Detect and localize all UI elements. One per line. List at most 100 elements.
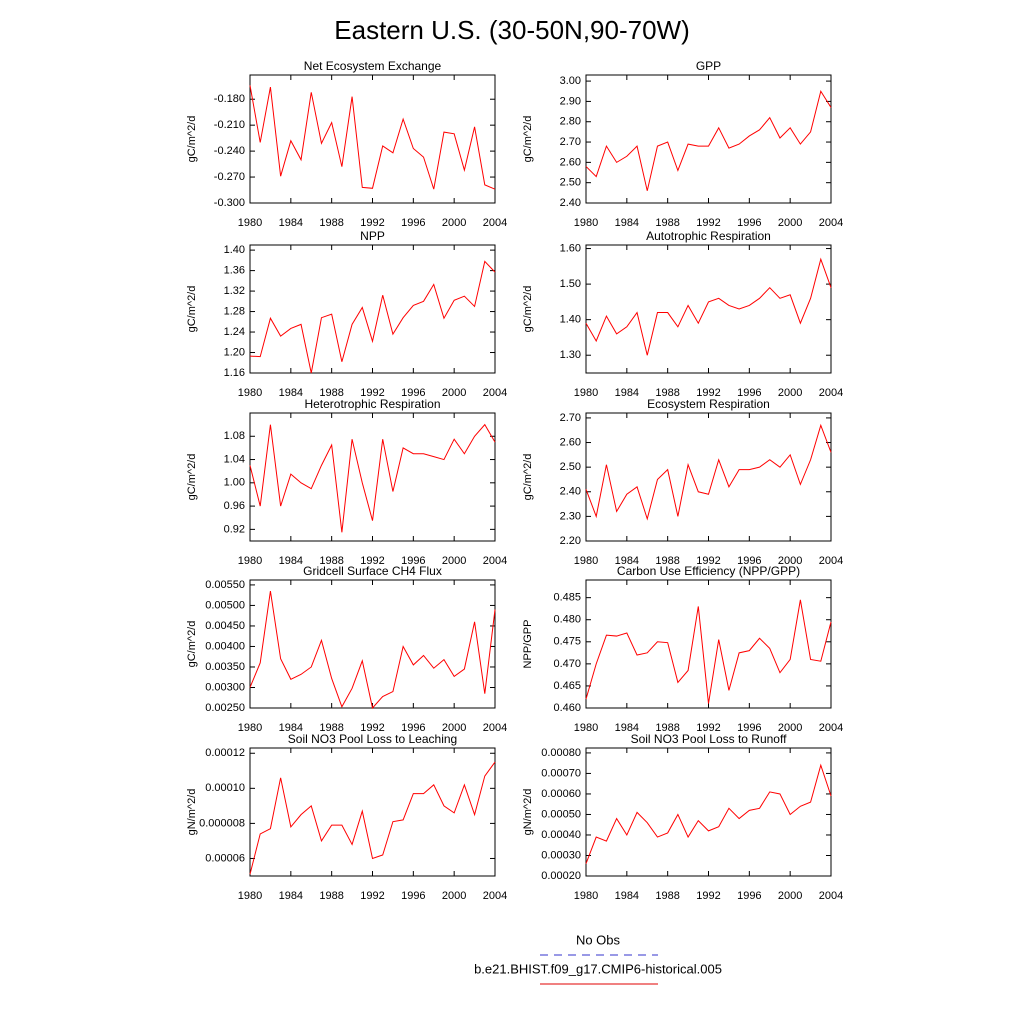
y-tick-label: 0.00400 [205, 640, 245, 652]
x-tick-label: 1984 [279, 387, 303, 399]
plot-frame [249, 579, 496, 709]
y-tick-label: -0.210 [214, 119, 245, 131]
y-tick-label: 0.465 [553, 680, 581, 692]
y-axis-label: gC/m^2/d [522, 286, 534, 333]
y-axis-label: gC/m^2/d [186, 621, 198, 668]
x-tick-label: 1988 [319, 722, 343, 734]
y-tick-label: 0.470 [553, 658, 581, 670]
x-tick-label: 1996 [401, 722, 425, 734]
y-tick-label: 0.00300 [205, 681, 245, 693]
x-tick-label: 2000 [442, 387, 466, 399]
x-tick-label: 1996 [737, 722, 761, 734]
x-tick-label: 1984 [279, 722, 303, 734]
x-tick-label: 2000 [778, 217, 802, 229]
plot-frame [585, 412, 832, 542]
y-tick-label: 0.00350 [205, 661, 245, 673]
x-tick-label: 1996 [401, 890, 425, 902]
x-tick-label: 1996 [401, 555, 425, 567]
y-tick-label: 0.00012 [205, 747, 245, 759]
y-tick-label: 0.00020 [541, 870, 581, 882]
y-tick-label: 0.00040 [541, 829, 581, 841]
y-tick-label: 0.00250 [205, 702, 245, 714]
x-tick-label: 2000 [442, 722, 466, 734]
data-line [585, 257, 832, 356]
x-tick-label: 1992 [360, 387, 384, 399]
x-tick-label: 2004 [483, 387, 507, 399]
plot-frame [585, 747, 832, 877]
y-tick-label: 2.80 [560, 116, 581, 128]
x-tick-label: 1992 [360, 890, 384, 902]
x-tick-label: 1992 [696, 555, 720, 567]
x-tick-label: 2004 [819, 217, 843, 229]
data-line [249, 761, 496, 875]
x-tick-label: 1988 [319, 555, 343, 567]
x-tick-label: 1984 [279, 555, 303, 567]
x-tick-label: 1996 [737, 555, 761, 567]
y-tick-label: 0.00070 [541, 767, 581, 779]
y-tick-label: -0.240 [214, 145, 245, 157]
x-tick-label: 1980 [574, 722, 598, 734]
figure-title: Eastern U.S. (30-50N,90-70W) [334, 15, 689, 45]
x-tick-label: 1984 [615, 890, 639, 902]
y-tick-label: 3.00 [560, 75, 581, 87]
y-tick-label: 0.92 [224, 523, 245, 535]
x-tick-label: 1988 [655, 890, 679, 902]
x-tick-label: 1980 [238, 890, 262, 902]
y-tick-label: 0.480 [553, 614, 581, 626]
data-line [585, 89, 832, 191]
x-tick-label: 1988 [319, 387, 343, 399]
y-tick-label: -0.180 [214, 93, 245, 105]
x-tick-label: 1996 [401, 217, 425, 229]
y-tick-label: 0.485 [553, 592, 581, 604]
panel-title: Heterotrophic Respiration [304, 397, 440, 411]
y-tick-label: 1.36 [224, 265, 245, 277]
panel-title: Autotrophic Respiration [646, 229, 771, 243]
y-tick-label: 1.30 [560, 349, 581, 361]
y-tick-label: 1.08 [224, 430, 245, 442]
x-tick-label: 1992 [360, 555, 384, 567]
y-tick-label: 2.50 [560, 461, 581, 473]
x-tick-label: 1996 [737, 217, 761, 229]
y-tick-label: 2.90 [560, 95, 581, 107]
data-line [585, 423, 832, 521]
x-tick-label: 1980 [238, 387, 262, 399]
y-tick-label: 0.00050 [541, 808, 581, 820]
y-tick-label: 2.60 [560, 436, 581, 448]
y-tick-label: 1.28 [224, 305, 245, 317]
y-tick-label: 2.70 [560, 412, 581, 424]
y-tick-label: 0.460 [553, 702, 581, 714]
y-tick-label: 0.00006 [205, 852, 245, 864]
data-line [249, 591, 496, 710]
x-tick-label: 1996 [401, 387, 425, 399]
panel-title: NPP [360, 229, 385, 243]
data-line [249, 423, 496, 533]
legend-label: No Obs [576, 932, 621, 947]
y-tick-label: 2.20 [560, 535, 581, 547]
y-axis-label: gC/m^2/d [186, 286, 198, 333]
x-tick-label: 2004 [819, 890, 843, 902]
x-tick-label: 1992 [696, 890, 720, 902]
data-line [249, 85, 496, 190]
plot-frame [249, 412, 496, 542]
x-tick-label: 1980 [574, 217, 598, 229]
panel-title: GPP [696, 59, 721, 73]
x-tick-label: 1992 [696, 217, 720, 229]
y-tick-label: 0.000008 [199, 817, 245, 829]
y-tick-label: 2.50 [560, 177, 581, 189]
y-axis-label: NPP/GPP [522, 620, 534, 669]
y-tick-label: 0.00500 [205, 599, 245, 611]
x-tick-label: 2000 [778, 722, 802, 734]
x-tick-label: 1980 [238, 555, 262, 567]
x-tick-label: 1992 [360, 722, 384, 734]
x-tick-label: 2004 [483, 890, 507, 902]
y-tick-label: -0.300 [214, 197, 245, 209]
y-tick-label: 1.32 [224, 285, 245, 297]
y-tick-label: 0.00060 [541, 788, 581, 800]
x-tick-label: 1992 [696, 387, 720, 399]
x-tick-label: 1984 [279, 890, 303, 902]
y-tick-label: 1.24 [224, 326, 245, 338]
y-tick-label: 1.00 [224, 477, 245, 489]
x-tick-label: 1984 [279, 217, 303, 229]
x-tick-label: 2004 [483, 555, 507, 567]
